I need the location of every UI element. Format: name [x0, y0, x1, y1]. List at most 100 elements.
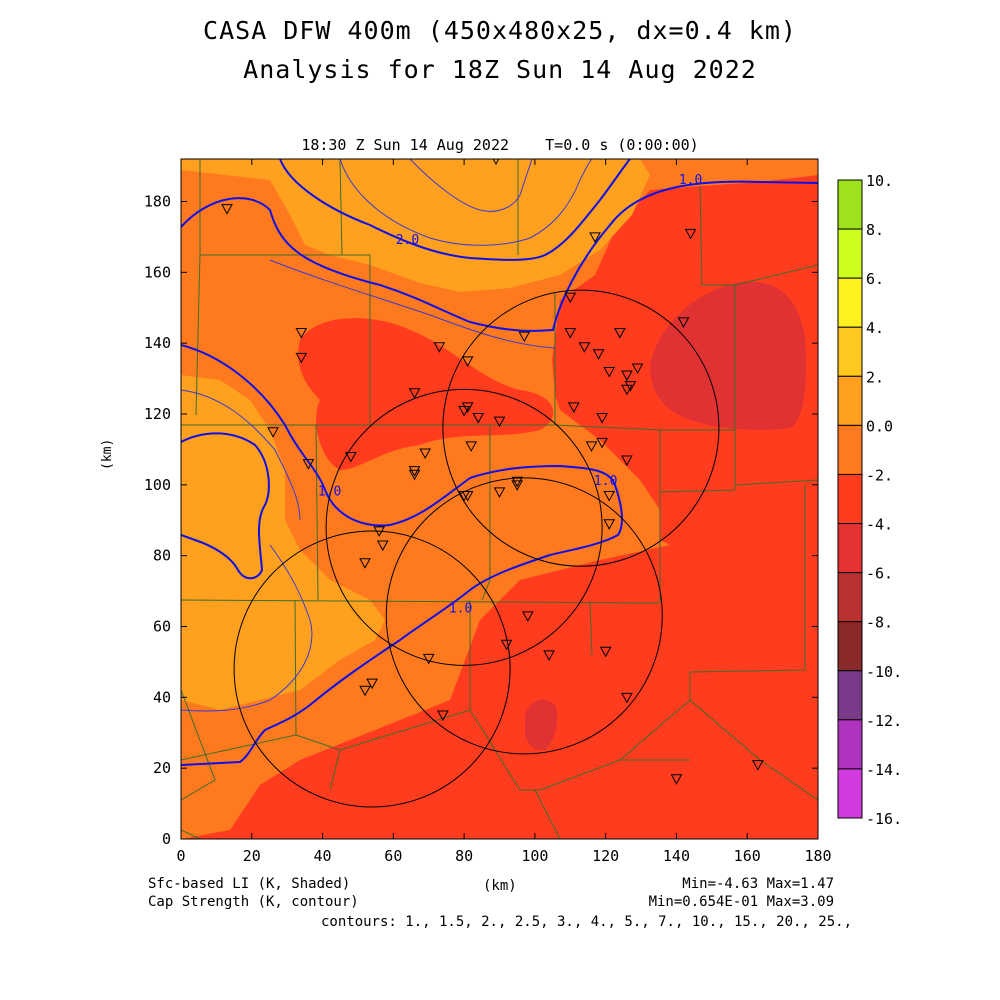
colorbar-label: -16. — [866, 810, 902, 828]
station-marker — [603, 367, 616, 378]
station-marker — [543, 650, 555, 661]
x-tick-label: 60 — [384, 847, 402, 865]
station-marker — [419, 448, 432, 459]
cap-contour-1.5 — [339, 159, 593, 246]
colorbar-swatch — [837, 326, 863, 377]
cap-contour-1.0-west — [181, 344, 623, 766]
y-tick-label: 180 — [144, 193, 171, 211]
station-marker — [621, 370, 633, 382]
x-tick-label: 0 — [176, 847, 185, 865]
x-tick-label: 140 — [663, 847, 690, 865]
station-marker — [493, 416, 506, 428]
station-marker — [408, 388, 421, 399]
station-marker — [621, 384, 633, 396]
station-marker — [585, 441, 598, 452]
y-tick-label: 40 — [153, 688, 171, 706]
colorbar-swatch — [837, 473, 863, 525]
colorbar-label: 4. — [866, 319, 884, 337]
station-marker — [621, 692, 633, 704]
colorbar-swatch — [837, 572, 863, 623]
y-tick-label: 140 — [144, 334, 171, 352]
colorbar-swatch — [837, 670, 863, 721]
contour-levels-label: contours: 1., 1.5, 2., 2.5, 3., 4., 5., … — [320, 914, 852, 930]
plot-frame — [180, 158, 819, 840]
colorbar-label: -2. — [866, 466, 893, 484]
contour-label: 2.0 — [396, 233, 419, 248]
station-marker — [302, 459, 315, 470]
station-marker — [500, 639, 513, 651]
station-marker — [422, 653, 435, 665]
station-marker — [596, 413, 608, 424]
station-marker — [589, 232, 601, 243]
station-marker — [373, 526, 386, 537]
station-marker — [295, 352, 308, 364]
contour-labels: 1.0 2.0 1.0 1.0 1.0 — [318, 173, 702, 617]
colorbar-swatch — [837, 277, 863, 328]
colorbar-label: -10. — [866, 663, 902, 681]
station-marker — [603, 490, 616, 502]
station-marker — [511, 476, 524, 488]
contour-label: 1.0 — [594, 474, 617, 489]
colorbar-label: 8. — [866, 221, 884, 239]
shaded-range-label: Min=-4.63 Max=1.47 — [682, 876, 834, 892]
station-marker — [751, 760, 764, 771]
x-tick-label: 80 — [455, 847, 473, 865]
station-marker — [684, 228, 697, 240]
station-marker — [599, 646, 612, 658]
field-minus4-to-minus6-east — [650, 281, 807, 430]
station-marker — [461, 490, 474, 502]
station-marker — [518, 331, 531, 343]
radar-ring-4 — [233, 530, 511, 808]
radar-ring-2 — [325, 388, 603, 666]
field-minus4-to-minus6-south — [525, 699, 558, 751]
station-marker — [603, 519, 616, 530]
station-marker — [567, 402, 580, 413]
y-tick-label: 60 — [153, 618, 171, 636]
station-marker — [295, 328, 308, 339]
station-marker — [376, 540, 389, 552]
contour-range-label: Min=0.654E-01 Max=3.09 — [648, 894, 834, 910]
colorbar-label: 0.0 — [866, 417, 893, 435]
y-tick-label: 160 — [144, 263, 171, 281]
x-axis: 0 20 40 60 80 100 120 140 160 180 — [176, 159, 832, 865]
station-marker — [578, 342, 591, 353]
x-tick-label: 20 — [243, 847, 261, 865]
x-tick-label: 160 — [734, 847, 761, 865]
contour-label: 1.0 — [679, 173, 702, 188]
station-marker — [613, 328, 626, 339]
colorbar-swatch — [837, 179, 863, 230]
colorbar-swatch — [837, 375, 863, 426]
colorbar-label: 6. — [866, 270, 884, 288]
x-tick-label: 100 — [521, 847, 548, 865]
station-marker — [564, 292, 577, 304]
station-marker — [267, 427, 279, 438]
station-marker — [345, 452, 357, 463]
colorbar-swatch — [837, 424, 863, 475]
y-tick-label: 120 — [144, 405, 171, 423]
station-marker — [366, 678, 378, 690]
cap-contour-1.0-north — [181, 180, 818, 332]
colorbar-label: -12. — [866, 712, 902, 730]
station-marker — [624, 381, 637, 392]
station-marker — [592, 349, 605, 360]
x-tick-label: 180 — [804, 847, 831, 865]
station-marker — [596, 437, 608, 449]
station-marker — [461, 356, 474, 367]
county-boundaries — [181, 159, 818, 839]
cap-contour-1.5-inner — [269, 259, 556, 349]
contour-label: 1.0 — [449, 601, 472, 616]
station-marker — [465, 441, 478, 452]
colorbar-swatch — [837, 523, 863, 574]
field-minus4-blob-north — [298, 318, 554, 470]
colorbar-label: 2. — [866, 368, 884, 386]
station-marker — [359, 558, 371, 569]
contour-label: 1.0 — [318, 484, 341, 499]
cap-contour-2.0 — [279, 159, 631, 261]
colorbar-swatch — [837, 719, 863, 770]
colorbar-label: 10. — [866, 172, 893, 190]
station-marker — [221, 204, 233, 215]
y-tick-label: 80 — [153, 547, 171, 565]
colorbar-swatch — [837, 621, 863, 672]
y-axis-label: (km) — [100, 438, 115, 470]
